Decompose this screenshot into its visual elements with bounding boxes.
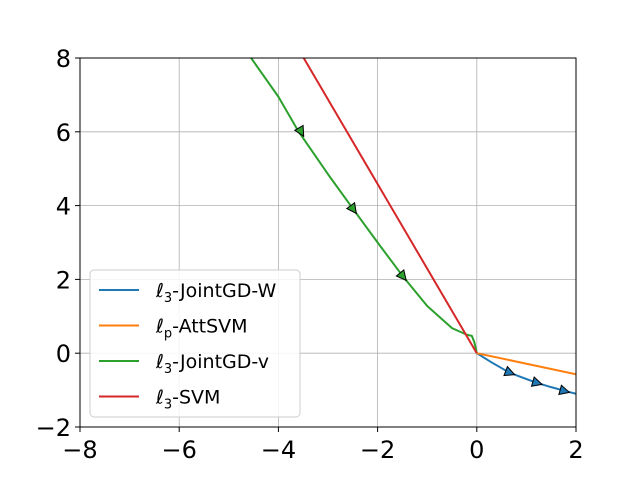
direction-arrow xyxy=(503,365,516,377)
legend: ℓ3-JointGD-W ℓp-AttSVM ℓ3-JointGD-v ℓ3-SVM xyxy=(89,269,301,418)
series-line-1 xyxy=(476,352,576,376)
series-group xyxy=(250,58,576,396)
x-tick-label: −4 xyxy=(261,436,296,464)
direction-arrow xyxy=(293,124,305,138)
direction-arrow xyxy=(395,268,407,282)
plot-frame xyxy=(79,57,577,428)
x-tick-label: −6 xyxy=(162,436,197,464)
y-tick-label: −2 xyxy=(36,414,71,442)
direction-arrow xyxy=(530,376,544,387)
y-tick-label: 4 xyxy=(56,193,71,221)
y-tick-label: 6 xyxy=(56,119,71,147)
x-tick-label: 2 xyxy=(568,436,583,464)
legend-label: ℓp-AttSVM xyxy=(155,316,248,342)
direction-arrow xyxy=(345,201,357,215)
x-tick-label: 0 xyxy=(469,436,484,464)
x-tick-label: −2 xyxy=(360,436,395,464)
y-tick-label: 0 xyxy=(56,340,71,368)
legend-label: ℓ3-SVM xyxy=(155,387,220,413)
legend-label: ℓ3-JointGD-W xyxy=(155,280,276,306)
direction-arrow xyxy=(558,384,571,396)
series-line-3 xyxy=(302,58,478,354)
axes: −8 −6 −4 −2 0 2 −2 0 2 4 6 8 xyxy=(36,45,584,464)
y-tick-label: 8 xyxy=(56,45,71,73)
x-tick-label: −8 xyxy=(62,436,97,464)
plot-area xyxy=(250,58,576,396)
legend-label: ℓ3-JointGD-v xyxy=(155,351,269,377)
legend-box xyxy=(89,269,301,418)
y-tick-label: 2 xyxy=(56,266,71,294)
